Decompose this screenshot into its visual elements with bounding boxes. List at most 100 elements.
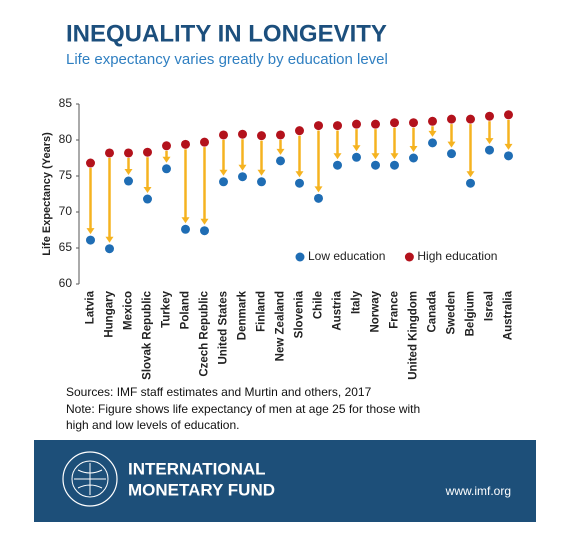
x-tick-label: Czech Republic [199, 290, 211, 376]
x-tick-label: Slovak Republic [142, 290, 154, 379]
high-dot [162, 141, 171, 151]
x-tick-label: Australia [503, 290, 515, 340]
arrow-head [371, 153, 380, 160]
high-dot [219, 130, 228, 140]
arrow-head [466, 171, 475, 178]
arrow-head [352, 145, 361, 152]
x-tick-label: Mexico [123, 291, 135, 330]
arrow-head [143, 187, 152, 194]
x-tick-label: United States [218, 291, 230, 365]
x-tick-label: New Zealand [275, 291, 287, 361]
y-tick-label: 85 [59, 96, 73, 110]
y-axis-label: Life Expectancy (Years) [41, 132, 53, 256]
low-dot [105, 244, 114, 254]
x-tick-label: Latvia [85, 290, 97, 324]
arrow-head [333, 153, 342, 160]
low-dot [352, 152, 361, 162]
low-dot [276, 156, 285, 166]
arrow-head [409, 146, 418, 152]
arrow-head [485, 138, 494, 145]
imf-logo [62, 451, 118, 507]
y-tick-label: 65 [59, 240, 73, 254]
legend-marker [295, 252, 305, 262]
high-dot [504, 110, 513, 120]
source: Sources: IMF staff estimates and Murtin … [66, 385, 372, 399]
chart-subtitle: Life expectancy varies greatly by educat… [66, 51, 388, 68]
low-dot [371, 160, 380, 170]
x-tick-label: Sweden [446, 291, 458, 334]
x-tick-label: Slovenia [294, 290, 306, 338]
legend-label: Low education [308, 249, 385, 263]
high-dot [200, 137, 209, 147]
y-tick-label: 70 [59, 204, 73, 218]
x-tick-label: Hungary [104, 290, 116, 337]
low-dot [219, 177, 228, 187]
low-dot [238, 172, 247, 182]
arrow-head [200, 218, 209, 225]
y-tick-label: 80 [59, 132, 73, 146]
low-dot [504, 151, 513, 161]
legend-label: High education [417, 249, 497, 263]
footer-band [34, 440, 536, 522]
arrow-head [295, 171, 304, 178]
low-dot [257, 177, 266, 187]
high-dot [143, 147, 152, 157]
high-dot [409, 118, 418, 128]
arrow-head [238, 164, 247, 171]
x-tick-label: France [389, 291, 401, 329]
x-tick-label: Isreal [484, 291, 496, 321]
x-tick-label: Belgium [465, 291, 477, 336]
low-dot [86, 235, 95, 245]
arrow-head [314, 186, 323, 193]
low-dot [314, 193, 323, 203]
x-tick-label: Denmark [237, 290, 249, 340]
x-tick-label: Austria [332, 290, 344, 330]
arrow-head [257, 169, 266, 176]
high-dot [390, 118, 399, 128]
high-dot [314, 121, 323, 131]
org-name: INTERNATIONAL [128, 459, 266, 478]
high-dot [352, 119, 361, 129]
low-dot [390, 160, 399, 170]
high-dot [447, 114, 456, 124]
x-tick-label: United Kingdom [408, 291, 420, 380]
high-dot [181, 139, 190, 149]
low-dot [447, 149, 456, 159]
arrow-head [390, 153, 399, 160]
low-dot [162, 164, 171, 174]
legend-marker [404, 252, 414, 262]
x-tick-label: Poland [180, 291, 192, 329]
x-tick-label: Norway [370, 290, 382, 332]
y-tick-label: 75 [59, 168, 73, 182]
arrow-head [162, 156, 171, 163]
low-dot [200, 226, 209, 236]
x-tick-label: Chile [313, 291, 325, 319]
high-dot [466, 114, 475, 124]
high-dot [428, 116, 437, 126]
high-dot [238, 129, 247, 139]
low-dot [143, 194, 152, 204]
x-tick-label: Finland [256, 291, 268, 332]
low-dot [466, 178, 475, 188]
arrow-head [86, 228, 95, 235]
chart-title: INEQUALITY IN LONGEVITY [66, 20, 387, 47]
y-tick-label: 60 [59, 276, 73, 290]
url[interactable]: www.imf.org [445, 484, 511, 498]
high-dot [86, 158, 95, 168]
high-dot [276, 130, 285, 140]
arrow-head [105, 236, 114, 243]
org-name: MONETARY FUND [128, 480, 275, 499]
low-dot [181, 224, 190, 234]
arrow-head [447, 141, 456, 148]
arrow-head [276, 148, 285, 155]
high-dot [333, 121, 342, 131]
low-dot [333, 160, 342, 170]
arrow-head [124, 169, 133, 176]
low-dot [428, 138, 437, 148]
high-dot [105, 148, 114, 158]
x-tick-label: Turkey [161, 290, 173, 327]
low-dot [295, 178, 304, 188]
x-tick-label: Italy [351, 290, 363, 314]
arrow-head [504, 143, 513, 150]
